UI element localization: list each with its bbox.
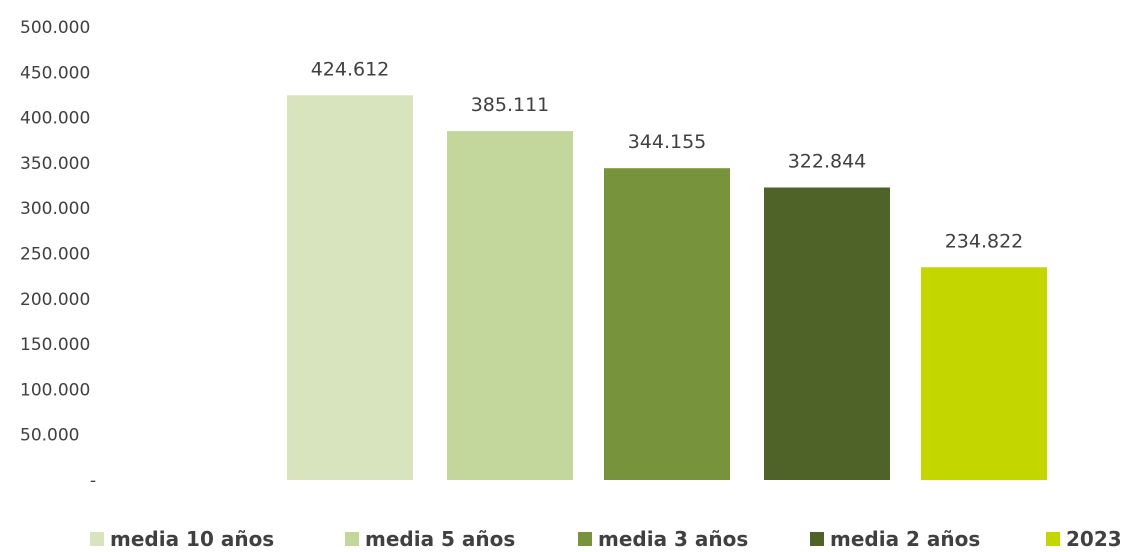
legend-swatch: [578, 532, 592, 546]
data-label: 322.844: [788, 151, 867, 173]
data-label: 424.612: [311, 58, 390, 80]
y-tick-label: 150.000: [20, 335, 90, 355]
legend-label: media 5 años: [365, 527, 515, 551]
legend-label: 2023: [1066, 527, 1122, 551]
y-tick-label: -: [90, 471, 96, 491]
legend-label: media 3 años: [598, 527, 748, 551]
legend-swatch: [345, 532, 359, 546]
data-label: 344.155: [628, 131, 707, 153]
bar: [604, 168, 730, 481]
bar: [921, 267, 1047, 480]
bar: [287, 95, 413, 481]
y-tick-label: 200.000: [20, 290, 90, 310]
y-tick-label: 450.000: [20, 63, 90, 83]
y-tick-label: 300.000: [20, 199, 90, 219]
data-labels: 424.612 385.111 344.155 322.844 234.822: [311, 58, 1024, 252]
legend-swatch: [1046, 532, 1060, 546]
bar: [447, 131, 573, 481]
legend-swatch: [90, 532, 104, 546]
legend: media 10 años media 5 años media 3 años med…: [90, 527, 1122, 551]
y-tick-label: 50.000: [20, 426, 79, 446]
y-tick-label: 350.000: [20, 154, 90, 174]
bar: [764, 187, 890, 480]
legend-label: media 10 años: [110, 527, 274, 551]
bars: [287, 95, 1047, 481]
y-tick-label: 100.000: [20, 380, 90, 400]
legend-swatch: [810, 532, 824, 546]
data-label: 385.111: [471, 94, 550, 116]
legend-label: media 2 años: [830, 527, 980, 551]
y-axis: 500.000 450.000 400.000 350.000 300.000 250.0…: [20, 18, 96, 491]
y-tick-label: 500.000: [20, 18, 90, 38]
data-label: 234.822: [945, 230, 1024, 252]
y-tick-label: 400.000: [20, 109, 90, 129]
y-tick-label: 250.000: [20, 245, 90, 265]
